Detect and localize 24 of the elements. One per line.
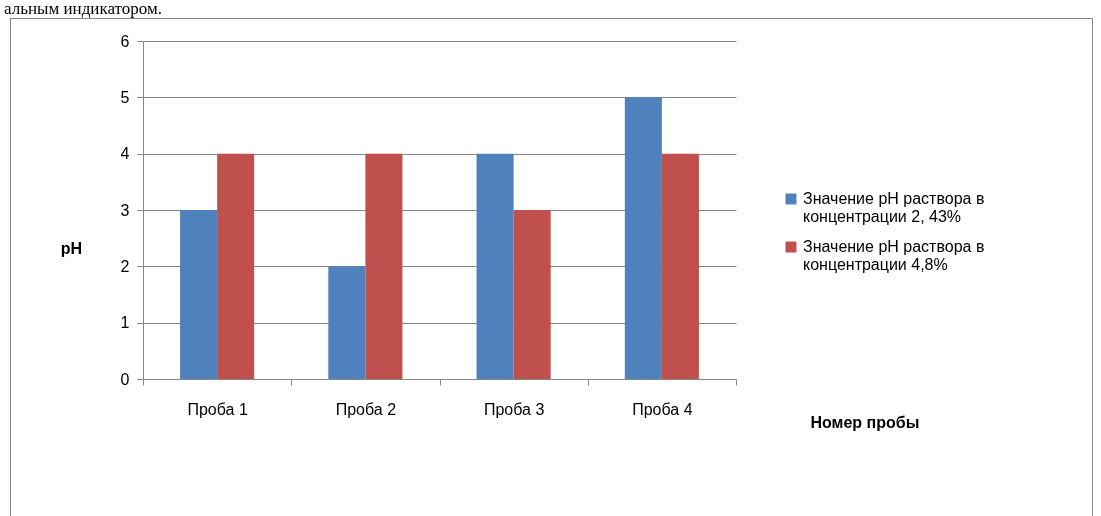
bar xyxy=(180,210,218,379)
y-axis-title: pH xyxy=(60,239,83,257)
y-tick-label: 6 xyxy=(120,32,130,50)
bar xyxy=(328,266,366,379)
x-tick-label: Проба 2 xyxy=(335,400,397,418)
y-tick-label: 3 xyxy=(120,201,130,219)
bar xyxy=(624,97,662,379)
text: альным индикатором. xyxy=(4,0,162,18)
x-tick-label: Проба 4 xyxy=(632,400,693,418)
x-tick-label: Проба 1 xyxy=(187,400,248,418)
y-tick-label: 4 xyxy=(120,145,130,163)
y-tick-label: 2 xyxy=(120,257,130,275)
y-tick-label: 1 xyxy=(120,314,130,332)
legend-label: Значение pH раствора в концентрации 2, 43% xyxy=(803,190,985,225)
bar xyxy=(217,153,255,379)
y-tick-label: 0 xyxy=(120,370,130,388)
y-tick-label: 5 xyxy=(120,88,130,106)
x-tick-label: Проба 3 xyxy=(483,400,545,418)
x-axis-title: Номер пробы xyxy=(810,413,920,431)
legend-label: Значение pH раствора в концентрации 4,8% xyxy=(803,238,985,273)
bar xyxy=(513,210,551,379)
bar xyxy=(661,153,699,379)
bar xyxy=(476,153,514,379)
bar xyxy=(365,153,403,379)
